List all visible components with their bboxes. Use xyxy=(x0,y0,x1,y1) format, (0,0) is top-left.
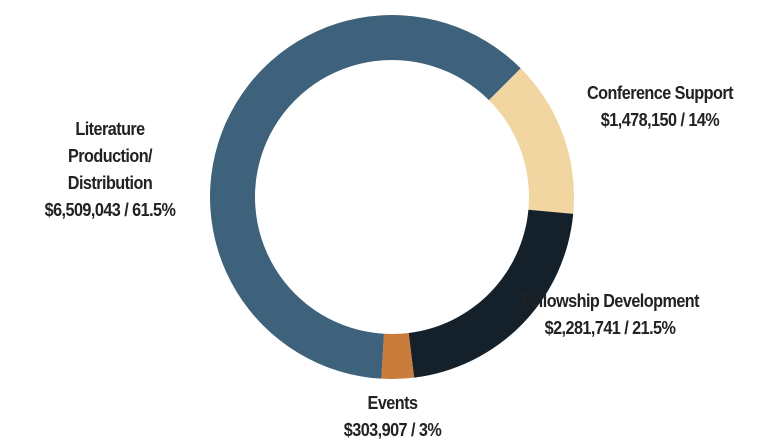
slice-label: Literature Production/ Distribution $6,50… xyxy=(11,116,209,224)
slice-label: Events $303,907 / 3% xyxy=(291,390,494,441)
value-label: $2,281,741 / 21.5% xyxy=(544,318,676,338)
category-name: Fellowship Development xyxy=(520,291,700,311)
donut-segment xyxy=(408,209,574,378)
donut-segment xyxy=(488,68,575,214)
category-name: Events xyxy=(367,393,418,413)
donut-segment xyxy=(381,332,415,380)
value-label: $1,478,150 / 14% xyxy=(600,110,720,130)
category-name: Literature Production/ Distribution xyxy=(67,119,153,193)
donut-segment xyxy=(209,14,521,379)
value-label: $303,907 / 3% xyxy=(343,420,442,440)
slice-label: Fellowship Development $2,281,741 / 21.5% xyxy=(507,288,714,342)
category-name: Conference Support xyxy=(587,83,734,103)
slice-label: Conference Support $1,478,150 / 14% xyxy=(557,80,762,134)
value-label: $6,509,043 / 61.5% xyxy=(44,200,176,220)
